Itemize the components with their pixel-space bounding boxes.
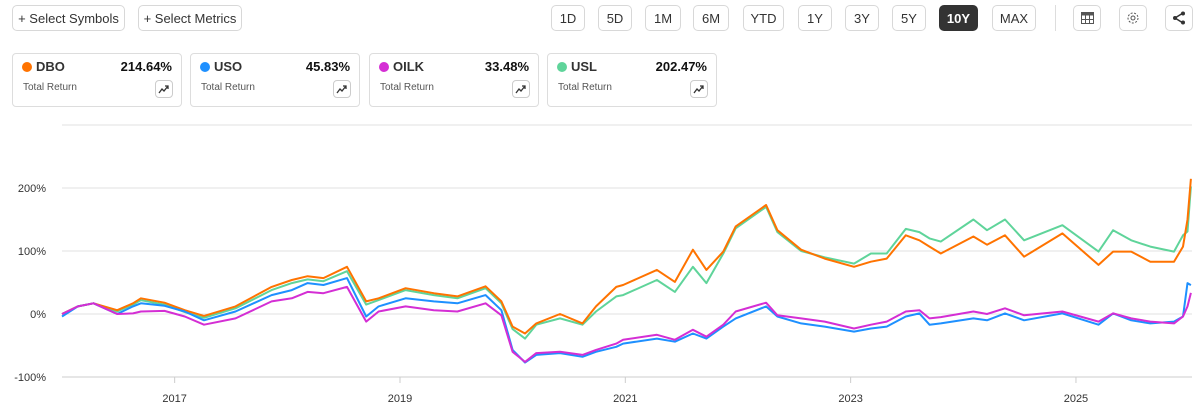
x-tick-label: 2021 bbox=[613, 393, 637, 405]
metric-label: Total Return bbox=[201, 82, 255, 93]
settings-button[interactable] bbox=[1119, 5, 1147, 31]
y-tick-label: 100% bbox=[18, 246, 46, 258]
trend-chart-button[interactable] bbox=[333, 80, 351, 98]
series-color-dot bbox=[379, 62, 389, 72]
series-color-dot bbox=[22, 62, 32, 72]
total-return-value: 202.47% bbox=[655, 59, 707, 74]
metric-label: Total Return bbox=[23, 82, 77, 93]
table-icon bbox=[1080, 12, 1094, 24]
trending-up-icon bbox=[336, 85, 347, 94]
metric-label: Total Return bbox=[558, 82, 612, 93]
y-tick-label: 0% bbox=[30, 309, 46, 321]
symbol-card-usl[interactable]: USL 202.47% Total Return bbox=[547, 53, 717, 107]
range-5d-button[interactable]: 5D bbox=[598, 5, 632, 31]
x-tick-label: 2019 bbox=[388, 393, 412, 405]
gear-icon bbox=[1127, 12, 1139, 24]
trend-chart-button[interactable] bbox=[512, 80, 530, 98]
y-tick-label: -100% bbox=[14, 372, 46, 384]
total-return-value: 45.83% bbox=[305, 59, 350, 74]
share-icon bbox=[1173, 11, 1185, 25]
symbol-card-oilk[interactable]: OILK 33.48% Total Return bbox=[369, 53, 539, 107]
range-1d-button[interactable]: 1D bbox=[551, 5, 585, 31]
series-line-uso bbox=[61, 277, 1192, 364]
total-return-value: 214.64% bbox=[120, 59, 172, 74]
metric-label: Total Return bbox=[380, 82, 434, 93]
symbol-card-dbo[interactable]: DBO 214.64% Total Return bbox=[12, 53, 182, 107]
range-max-button[interactable]: MAX bbox=[992, 5, 1036, 31]
symbol-name: OILK bbox=[393, 59, 425, 74]
share-button[interactable] bbox=[1165, 5, 1193, 31]
range-3y-button[interactable]: 3Y bbox=[845, 5, 879, 31]
trending-up-icon bbox=[158, 85, 169, 94]
range-5y-button[interactable]: 5Y bbox=[892, 5, 926, 31]
y-tick-label: 200% bbox=[18, 183, 46, 195]
trending-up-icon bbox=[693, 85, 704, 94]
total-return-value: 33.48% bbox=[484, 59, 529, 74]
series-color-dot bbox=[200, 62, 210, 72]
trend-chart-button[interactable] bbox=[155, 80, 173, 98]
x-tick-label: 2017 bbox=[162, 393, 186, 405]
trending-up-icon bbox=[515, 85, 526, 94]
symbol-name: USO bbox=[214, 59, 243, 74]
trend-chart-button[interactable] bbox=[690, 80, 708, 98]
symbol-card-uso[interactable]: USO 45.83% Total Return bbox=[190, 53, 360, 107]
symbol-name: DBO bbox=[36, 59, 65, 74]
range-ytd-button[interactable]: YTD bbox=[743, 5, 784, 31]
series-line-oilk bbox=[61, 285, 1192, 363]
series-color-dot bbox=[557, 62, 567, 72]
x-tick-label: 2023 bbox=[838, 393, 862, 405]
symbol-name: USL bbox=[571, 59, 597, 74]
range-1y-button[interactable]: 1Y bbox=[798, 5, 832, 31]
range-6m-button[interactable]: 6M bbox=[693, 5, 729, 31]
range-1m-button[interactable]: 1M bbox=[645, 5, 681, 31]
series-line-usl bbox=[61, 186, 1192, 340]
x-tick-label: 2025 bbox=[1064, 393, 1088, 405]
series-line-dbo bbox=[61, 178, 1192, 335]
table-view-button[interactable] bbox=[1073, 5, 1101, 31]
select-symbols-button[interactable]: + Select Symbols bbox=[12, 5, 125, 31]
range-10y-button[interactable]: 10Y bbox=[939, 5, 978, 31]
toolbar-divider bbox=[1055, 5, 1056, 31]
select-metrics-button[interactable]: + Select Metrics bbox=[138, 5, 242, 31]
